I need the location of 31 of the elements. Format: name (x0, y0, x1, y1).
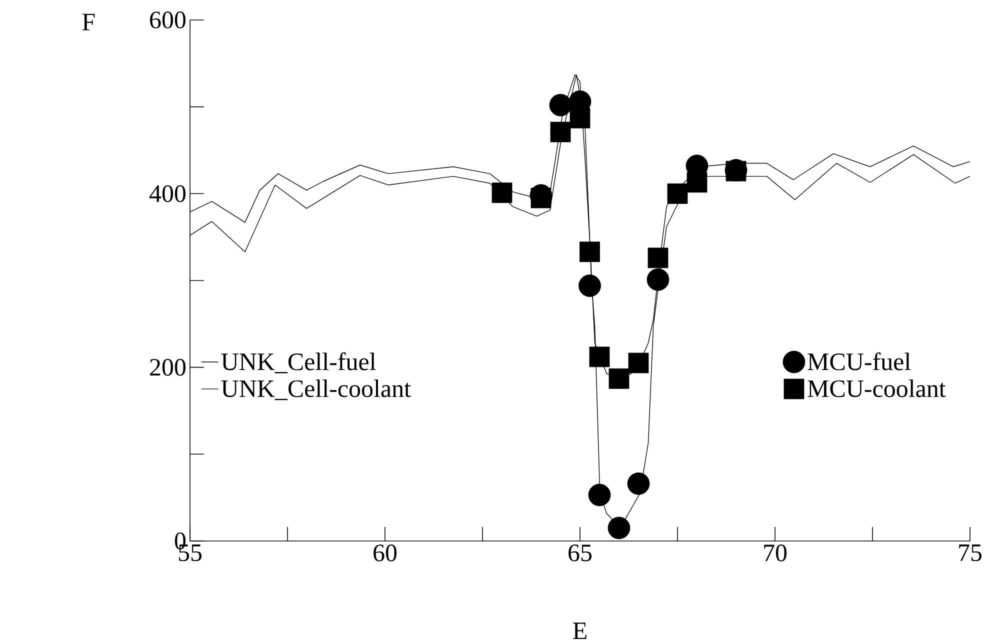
point (580, 242, 600, 262)
legend-label: UNK_Cell-coolant (221, 380, 411, 400)
point (646, 268, 670, 291)
legend-label: MCU-fuel (808, 352, 911, 370)
x-tick-label: 60 (374, 544, 397, 562)
y-tick-label: 200 (150, 358, 186, 376)
legend-label: MCU-coolant (808, 380, 946, 398)
point (726, 160, 746, 182)
point (667, 183, 688, 204)
point (550, 122, 571, 142)
point (648, 248, 668, 268)
y-tick-label: 600 (150, 12, 186, 28)
point (588, 484, 611, 506)
x-axis-title: E (573, 622, 586, 640)
point (578, 274, 601, 297)
point (589, 346, 610, 368)
point (608, 368, 630, 389)
x-tick-label: 75 (959, 544, 982, 562)
y-axis-title: F (82, 14, 95, 30)
point (608, 516, 630, 540)
legend-label: UNK_Cell-fuel (221, 352, 376, 374)
point (549, 94, 572, 116)
point (686, 172, 708, 193)
point (628, 352, 649, 374)
point (492, 182, 512, 203)
point (570, 108, 590, 128)
x-tick-label: 70 (764, 544, 787, 562)
y-tick-label: 400 (149, 185, 186, 202)
x-tick-label: 65 (568, 544, 592, 562)
point (627, 472, 650, 495)
point (530, 188, 552, 208)
